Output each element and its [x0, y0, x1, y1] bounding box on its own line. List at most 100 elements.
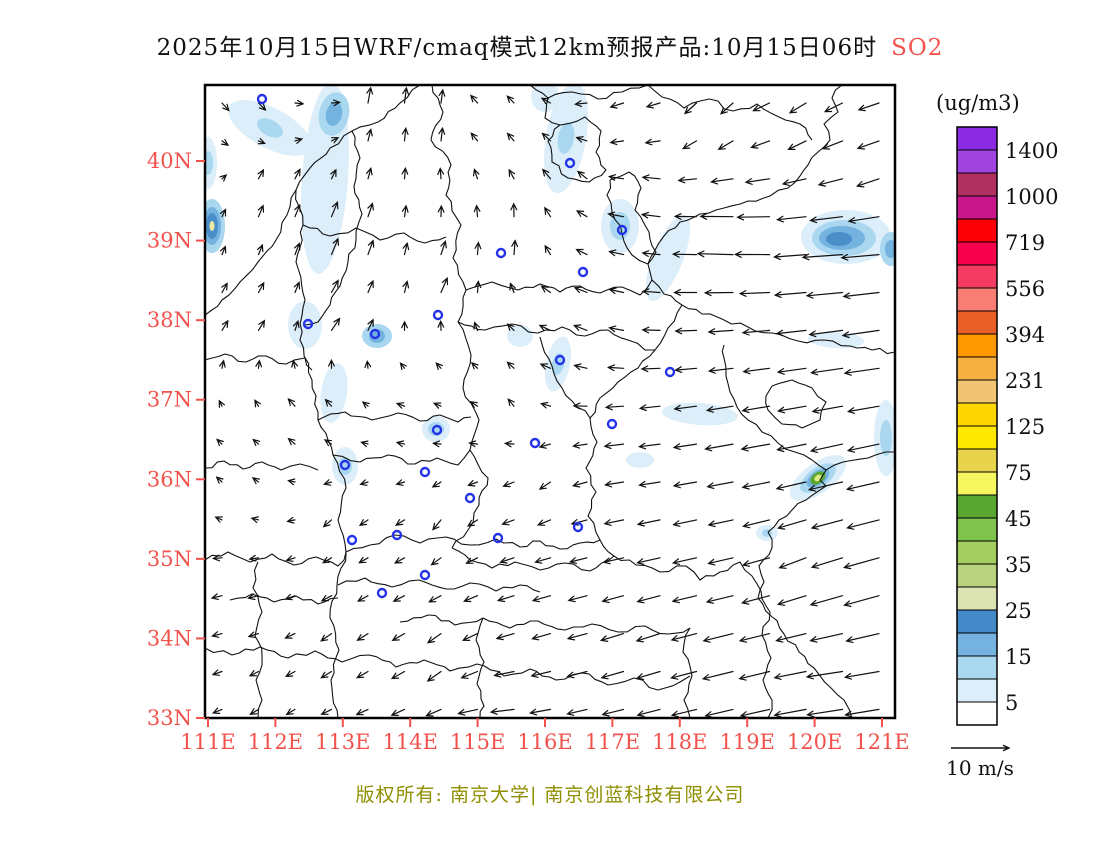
boundary-line — [252, 561, 263, 718]
wind-arrow — [437, 319, 445, 331]
city-marker — [529, 437, 541, 449]
wind-arrow — [846, 443, 880, 453]
lon-label: 119E — [719, 730, 774, 754]
wind-arrow — [806, 708, 844, 718]
wind-arrow — [252, 438, 261, 447]
wind-arrow — [324, 398, 333, 407]
plume-contour — [662, 402, 738, 426]
wind-arrow — [506, 95, 515, 104]
lon-label: 111E — [180, 730, 235, 754]
wind-arrow — [603, 442, 625, 449]
wind-arrow — [538, 442, 552, 449]
boundary-line — [302, 224, 447, 244]
wind-arrow — [219, 359, 226, 369]
wind-arrow — [248, 670, 260, 677]
wind-arrow — [636, 557, 661, 565]
wind-arrow — [707, 328, 734, 335]
city-marker — [564, 157, 576, 169]
wind-arrow — [781, 178, 807, 186]
wind-arrow — [773, 253, 807, 260]
colorbar-cell — [956, 655, 998, 680]
colorbar-label: 125 — [1005, 415, 1045, 439]
wind-arrow — [809, 595, 844, 607]
province-boundaries — [205, 85, 895, 718]
wind-arrow — [843, 595, 880, 607]
city-marker — [554, 354, 566, 366]
colorbar-label: 15 — [1005, 645, 1032, 669]
boundary-line — [205, 551, 347, 567]
wind-arrow — [608, 325, 625, 333]
wind-arrow — [254, 399, 261, 408]
wind-arrow — [440, 276, 449, 294]
boundary-line — [229, 593, 339, 605]
wind-arrow — [601, 708, 625, 717]
wind-arrow — [739, 708, 771, 718]
wind-arrow — [738, 290, 771, 297]
colorbar-cell — [956, 540, 998, 565]
wind-arrow — [607, 211, 625, 219]
city-marker — [492, 532, 504, 544]
wind-arrow — [218, 399, 225, 408]
wind-arrow — [738, 670, 771, 681]
boundary-line — [799, 85, 843, 177]
wind-arrow — [287, 437, 296, 446]
wind-arrow — [320, 670, 333, 679]
copyright-text: 版权所有: 南京大学| 南京创蓝科技有限公司 — [355, 784, 745, 806]
wind-arrow — [788, 102, 807, 114]
wind-arrow — [360, 440, 369, 448]
wind-arrow — [672, 443, 698, 450]
wind-arrow — [540, 285, 552, 294]
wind-arrow — [787, 140, 807, 150]
wind-arrow — [801, 253, 844, 261]
wind-arrow — [740, 443, 771, 452]
wind-arrow — [430, 557, 442, 566]
city-marker — [495, 247, 507, 259]
wind-arrow — [466, 519, 479, 527]
wind-arrow — [496, 595, 515, 603]
wind-arrow — [809, 216, 844, 224]
wind-arrow — [322, 479, 333, 486]
boundary-line — [682, 627, 693, 718]
wind-arrow — [742, 367, 771, 375]
wind-arrow — [474, 280, 482, 294]
wind-arrow — [602, 557, 625, 565]
wind-arrow — [773, 670, 807, 680]
wind-arrow — [359, 479, 369, 486]
wind-arrow — [284, 593, 296, 601]
wind-arrow — [367, 318, 374, 331]
colorbar-cell — [956, 701, 998, 726]
wind-arrow — [291, 359, 298, 369]
wind-arrow — [817, 178, 844, 187]
lon-label: 112E — [248, 730, 303, 754]
boundary-line — [332, 449, 471, 466]
lat-label: 39N — [147, 229, 192, 253]
city-markers — [256, 93, 676, 599]
boundary-line — [205, 460, 319, 471]
wind-arrow — [696, 250, 734, 258]
wind-arrow — [248, 554, 260, 562]
wind-arrow — [509, 282, 516, 294]
plume-contour — [826, 232, 852, 246]
wind-arrow — [741, 328, 771, 336]
wind-legend-label: 10 m/s — [946, 756, 1014, 780]
wind-arrow — [672, 481, 698, 489]
wind-arrow — [402, 241, 410, 256]
wind-arrow — [635, 633, 661, 643]
wind-arrow — [391, 633, 406, 641]
plume-contour — [205, 151, 213, 175]
plot-title-main: 2025年10月15日WRF/cmaq模式12km预报产品:10月15日06时 — [156, 35, 878, 61]
wind-arrow — [502, 480, 515, 488]
wind-arrow — [287, 397, 296, 407]
wind-arrow — [717, 140, 734, 150]
city-marker — [616, 224, 628, 236]
plume-contour — [257, 118, 283, 138]
colorbar-cell — [956, 448, 998, 473]
colorbar-label: 556 — [1005, 277, 1045, 301]
wind-arrow — [214, 516, 223, 523]
wind-arrow — [426, 670, 442, 682]
wind-arrow — [401, 166, 409, 180]
wind-arrow — [845, 633, 880, 643]
wind-arrow — [750, 140, 771, 149]
wind-arrow — [704, 708, 734, 718]
